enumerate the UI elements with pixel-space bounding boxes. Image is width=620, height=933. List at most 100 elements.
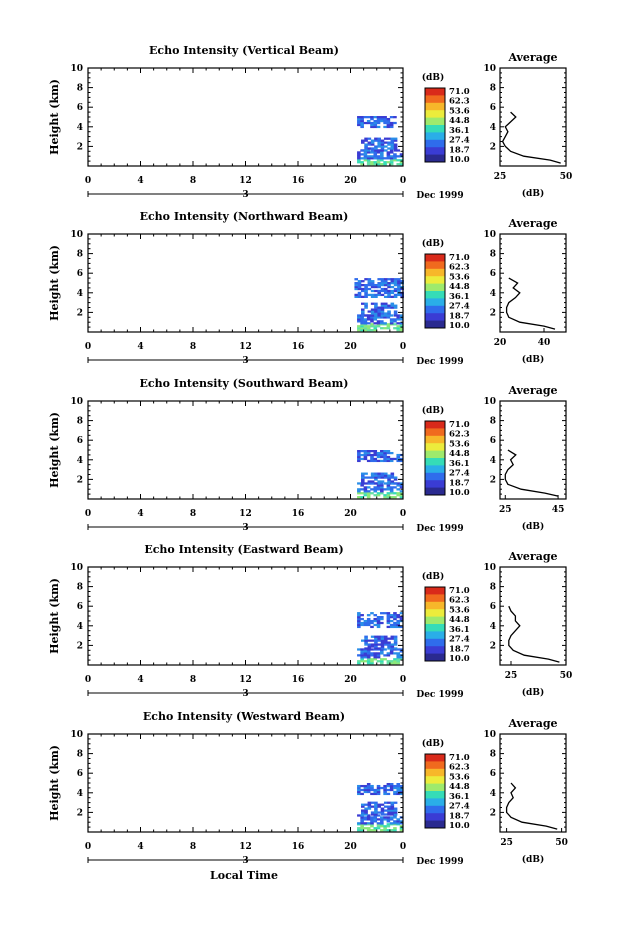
avg-y-tick-label: 4 bbox=[490, 289, 496, 299]
echo-cell bbox=[367, 803, 372, 806]
echo-cell bbox=[376, 325, 381, 328]
date-label: Dec 1999 bbox=[416, 690, 463, 700]
echo-cell bbox=[386, 617, 391, 621]
echo-cell bbox=[373, 818, 378, 821]
echo-cell bbox=[380, 117, 384, 121]
echo-cell bbox=[370, 117, 374, 121]
echo-cell bbox=[393, 145, 398, 148]
echo-cell bbox=[387, 480, 391, 483]
x-tick-label: 0 bbox=[85, 675, 91, 685]
y-tick-label: 4 bbox=[77, 622, 83, 632]
echo-cell bbox=[360, 153, 364, 156]
echo-cell bbox=[360, 818, 364, 821]
echo-cell bbox=[374, 807, 378, 810]
echo-cell bbox=[390, 813, 395, 816]
echo-cell bbox=[390, 807, 395, 810]
echo-cell bbox=[370, 488, 374, 491]
echo-cell bbox=[367, 647, 372, 650]
echo-cell bbox=[367, 645, 372, 648]
echo-cell bbox=[364, 635, 368, 638]
echo-cell bbox=[370, 453, 374, 457]
echo-cell bbox=[374, 283, 378, 287]
echo-cell bbox=[363, 329, 368, 332]
echo-cell bbox=[363, 486, 368, 489]
x-tick-label: 8 bbox=[190, 176, 196, 186]
echo-cell bbox=[377, 476, 381, 479]
colorbar-swatch bbox=[425, 472, 445, 481]
echo-cell bbox=[373, 329, 378, 332]
echo-cell bbox=[366, 818, 371, 821]
echo-cell bbox=[390, 805, 395, 808]
echo-cell bbox=[387, 278, 391, 281]
colorbar-swatch bbox=[425, 587, 445, 595]
echo-cell bbox=[389, 459, 394, 463]
avg-y-tick-label: 6 bbox=[490, 436, 496, 446]
echo-cell bbox=[376, 163, 381, 166]
colorbar-tick-label: 62.3 bbox=[449, 263, 470, 273]
echo-cell bbox=[373, 652, 378, 655]
avg-x-tick-label: 50 bbox=[560, 671, 573, 681]
colorbar-swatch bbox=[425, 594, 445, 603]
echo-cell bbox=[387, 476, 391, 479]
echo-cell bbox=[383, 816, 387, 819]
echo-cell bbox=[376, 621, 381, 625]
x-tick-label: 12 bbox=[239, 176, 252, 186]
x-tick-label: 20 bbox=[344, 342, 357, 352]
echo-cell bbox=[363, 451, 368, 455]
echo-cell bbox=[357, 814, 361, 817]
echo-cell bbox=[366, 494, 371, 497]
x-tick-label: 20 bbox=[344, 509, 357, 519]
echo-cell bbox=[361, 809, 365, 812]
echo-cell bbox=[360, 822, 364, 825]
y-tick-label: 8 bbox=[77, 583, 83, 593]
echo-cell bbox=[389, 488, 394, 491]
echo-cell bbox=[393, 801, 398, 804]
echo-cell bbox=[363, 652, 368, 655]
echo-cell bbox=[370, 161, 374, 164]
echo-cell bbox=[380, 302, 385, 305]
echo-cell bbox=[370, 329, 374, 332]
avg-x-tick-label: 50 bbox=[555, 838, 568, 848]
echo-cell bbox=[386, 614, 391, 617]
echo-cell bbox=[383, 488, 387, 491]
echo-cell bbox=[396, 316, 401, 319]
echo-cell bbox=[374, 635, 378, 638]
echo-cell bbox=[361, 139, 365, 142]
echo-cell bbox=[366, 617, 371, 621]
echo-cell bbox=[370, 123, 374, 127]
echo-cell bbox=[387, 478, 391, 481]
echo-cell bbox=[383, 157, 387, 160]
echo-cell bbox=[383, 117, 387, 121]
echo-cell bbox=[366, 116, 371, 119]
echo-cell bbox=[383, 121, 387, 125]
echo-cell bbox=[360, 320, 364, 323]
echo-cell bbox=[390, 643, 395, 646]
echo-cell bbox=[373, 658, 378, 661]
colorbar-swatch bbox=[425, 298, 445, 307]
echo-cell bbox=[380, 153, 384, 156]
echo-cell bbox=[366, 163, 371, 166]
echo-cell bbox=[354, 295, 359, 298]
colorbar-swatch bbox=[425, 313, 445, 321]
colorbar-tick-label: 71.0 bbox=[449, 586, 470, 596]
echo-cell bbox=[370, 116, 374, 119]
colorbar-swatch bbox=[425, 624, 445, 632]
x-tick-label: 0 bbox=[85, 509, 91, 519]
echo-cell bbox=[370, 648, 374, 651]
echo-cell bbox=[390, 801, 395, 804]
echo-cell bbox=[380, 616, 384, 619]
echo-cell bbox=[367, 807, 372, 810]
colorbar-frame bbox=[424, 87, 446, 163]
date-label: Dec 1999 bbox=[416, 857, 463, 867]
echo-cell bbox=[376, 488, 381, 491]
echo-cell bbox=[380, 310, 385, 313]
echo-cell bbox=[393, 304, 398, 307]
y-tick-label: 8 bbox=[77, 750, 83, 760]
echo-cell bbox=[376, 617, 381, 621]
echo-cell bbox=[393, 829, 397, 832]
echo-cell bbox=[357, 285, 362, 289]
y-tick-label: 6 bbox=[77, 602, 83, 612]
echo-cell bbox=[380, 320, 384, 323]
echo-cell bbox=[357, 157, 361, 160]
echo-cell bbox=[373, 451, 378, 455]
